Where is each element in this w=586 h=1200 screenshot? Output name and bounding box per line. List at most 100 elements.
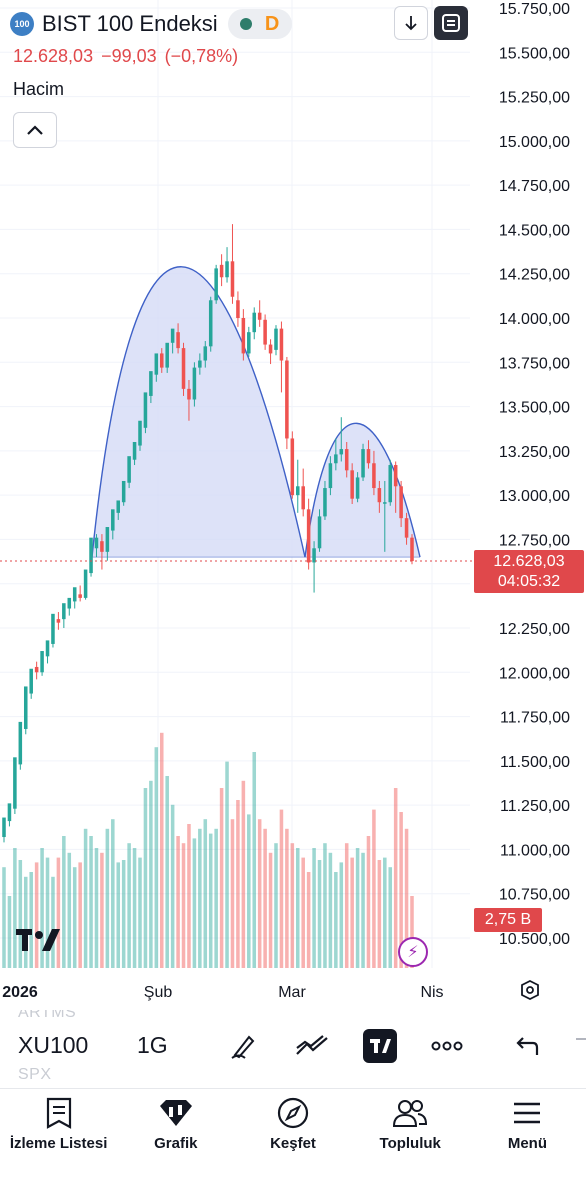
candle-body — [154, 353, 159, 375]
candle-body — [138, 420, 142, 446]
nav-menu[interactable]: Menü — [469, 1089, 586, 1200]
candle-body — [116, 500, 121, 513]
flash-icon[interactable]: ⚡ — [398, 937, 428, 967]
volume-bar — [361, 852, 365, 968]
volume-bar — [78, 862, 82, 968]
candle-body — [105, 527, 110, 552]
volume-bar — [23, 876, 28, 968]
candle-body — [7, 803, 12, 822]
price-change-pct: (−0,78%) — [164, 46, 239, 66]
nav-label-watchlist: İzleme Listesi — [9, 1135, 108, 1152]
fullscreen-icon — [442, 14, 460, 32]
volume-bar — [111, 819, 115, 968]
volume-bar — [2, 867, 6, 968]
candle-body — [404, 518, 409, 538]
volume-bar — [121, 860, 126, 968]
price-change: −99,03 — [101, 46, 157, 66]
candle-body — [230, 261, 235, 297]
price-axis-tick: 10.500,00 — [499, 931, 570, 948]
fullscreen-button[interactable] — [434, 6, 468, 40]
settings-hex-icon[interactable] — [521, 979, 539, 1001]
time-axis[interactable]: 2026 Şub Mar Nis — [2, 984, 443, 1001]
previous-symbol[interactable]: ARTMS — [18, 1010, 77, 1021]
symbol-title[interactable]: BIST 100 Endeksi — [42, 11, 218, 36]
volume-bar — [56, 857, 61, 968]
volume-bar — [72, 867, 77, 968]
cup-right-fill — [305, 423, 420, 558]
pen-icon[interactable] — [226, 1028, 262, 1064]
more-icon[interactable] — [429, 1028, 465, 1064]
volume-bar — [339, 862, 344, 968]
price-axis-tick: 12.000,00 — [499, 665, 570, 682]
price-axis-tick: 15.000,00 — [499, 134, 570, 151]
candle-body — [34, 666, 39, 673]
symbol-selector[interactable]: XU100 — [18, 1032, 89, 1058]
price-axis-tick: 14.750,00 — [499, 178, 570, 195]
nav-explore[interactable]: Keşfet — [234, 1089, 351, 1200]
bar-countdown: 04:05:32 — [497, 573, 561, 590]
next-symbol[interactable]: SPX — [18, 1066, 52, 1083]
nav-watchlist[interactable]: İzleme Listesi — [0, 1089, 117, 1200]
candle-body — [208, 300, 213, 347]
volume-bar — [263, 828, 267, 968]
candle-body — [62, 603, 66, 620]
volume-bar — [410, 896, 414, 968]
price-axis-tick: 12.750,00 — [499, 532, 570, 549]
candle-body — [225, 261, 229, 278]
nav-label-chart: Grafik — [154, 1135, 198, 1152]
last-price-tag-value: 12.628,03 — [493, 553, 565, 570]
line-tool-icon[interactable] — [294, 1028, 330, 1064]
volume-bar — [323, 843, 327, 968]
volume-bar — [143, 788, 148, 968]
compass-icon — [277, 1093, 309, 1133]
candle-body — [127, 456, 131, 483]
price-chart[interactable]: 15.750,00 15.500,00 15.250,00 15.000,00 14.7… — [0, 0, 586, 1010]
chart-toolbar: ARTMS XU100 SPX 1G — [0, 1010, 586, 1088]
cup-pattern-drawing[interactable] — [91, 266, 421, 558]
volume-bar — [203, 819, 208, 968]
price-axis[interactable]: 15.750,00 15.500,00 15.250,00 15.000,00 14.7… — [499, 1, 570, 948]
market-open-dot-icon — [240, 18, 253, 30]
candle-body — [198, 360, 202, 368]
volume-legend-label[interactable]: Hacim — [13, 79, 65, 99]
nav-chart[interactable]: Grafik — [117, 1089, 234, 1200]
interval-selector[interactable]: 1G — [137, 1032, 168, 1058]
candle-body — [241, 318, 246, 354]
volume-bar — [127, 843, 131, 968]
price-axis-tick: 11.250,00 — [500, 798, 570, 815]
candle-body — [2, 817, 6, 838]
volume-bars — [2, 732, 414, 968]
volume-bar — [149, 780, 153, 968]
candle-body — [344, 449, 349, 471]
volume-bar — [301, 857, 305, 968]
volume-bar — [290, 843, 295, 968]
volume-bar — [404, 828, 409, 968]
tradingview-logo-icon[interactable] — [16, 927, 62, 958]
collapse-legend-button[interactable] — [13, 112, 57, 148]
price-axis-tick: 14.250,00 — [499, 267, 570, 284]
price-axis-tick: 15.250,00 — [499, 90, 570, 107]
time-axis-tick: Nis — [420, 984, 443, 1001]
redo-icon[interactable] — [566, 1028, 586, 1064]
market-status-pill[interactable]: D — [227, 9, 292, 39]
volume-bar — [388, 867, 393, 968]
price-axis-tick: 11.750,00 — [500, 710, 570, 727]
symbol-header[interactable]: 100 BIST 100 Endeksi D — [10, 6, 292, 42]
tradingview-icon[interactable] — [362, 1028, 398, 1064]
candle-body — [268, 344, 273, 354]
nav-community[interactable]: Topluluk — [352, 1089, 469, 1200]
undo-icon[interactable] — [508, 1028, 544, 1064]
candle-body — [78, 594, 82, 598]
price-change-line: 12.628,03 −99,03 (−0,78%) — [13, 46, 246, 67]
volume-bar — [274, 843, 278, 968]
download-button[interactable] — [394, 6, 428, 40]
volume-bar — [279, 809, 284, 968]
candle-body — [203, 346, 208, 361]
candle-body — [72, 587, 77, 602]
volume-bar — [241, 780, 246, 968]
volume-bar — [138, 857, 142, 968]
candle-body — [214, 268, 218, 301]
volume-bar — [247, 814, 251, 968]
price-axis-tick: 12.250,00 — [499, 621, 570, 638]
volume-bar — [34, 862, 39, 968]
